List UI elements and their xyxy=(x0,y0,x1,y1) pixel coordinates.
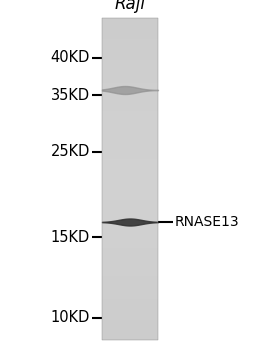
Text: RNASE13: RNASE13 xyxy=(175,215,240,229)
Text: 35KD: 35KD xyxy=(51,87,90,102)
Text: Raji: Raji xyxy=(114,0,145,13)
Text: 25KD: 25KD xyxy=(51,145,90,160)
Bar xyxy=(102,18,158,340)
Text: 10KD: 10KD xyxy=(51,311,90,326)
Text: 15KD: 15KD xyxy=(51,230,90,245)
Text: 40KD: 40KD xyxy=(51,50,90,65)
